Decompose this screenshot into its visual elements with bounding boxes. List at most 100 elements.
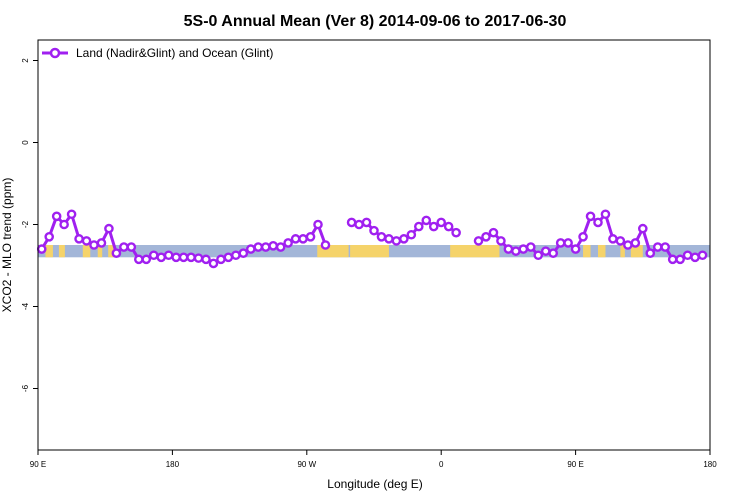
- x-tick-label-5: 180: [703, 460, 717, 469]
- data-point-0-1: [44, 231, 55, 242]
- data-point-0-28: [245, 244, 256, 254]
- y-tick-label-0: 2: [21, 58, 30, 63]
- data-point-2-20: [623, 240, 633, 250]
- data-point-0-23: [208, 258, 219, 269]
- data-point-2-2: [488, 227, 499, 238]
- data-point-0-16: [156, 252, 166, 263]
- data-point-0-15: [148, 250, 159, 261]
- data-point-2-5: [511, 246, 521, 256]
- data-point-2-4: [503, 244, 514, 254]
- data-point-2-15: [585, 211, 596, 222]
- data-point-0-30: [260, 242, 271, 252]
- x-tick-label-4: 90 E: [567, 460, 583, 469]
- data-point-0-31: [268, 241, 279, 251]
- data-point-2-11: [555, 238, 566, 248]
- data-point-0-14: [141, 254, 152, 265]
- land-band-8: [108, 245, 116, 258]
- chart-title: 5S-0 Annual Mean (Ver 8) 2014-09-06 to 2…: [184, 13, 567, 30]
- data-point-2-12: [563, 238, 573, 248]
- data-point-1-3: [369, 225, 379, 236]
- land-band-10: [598, 245, 606, 258]
- data-point-0-2: [51, 211, 62, 222]
- data-point-0-3: [59, 219, 69, 230]
- data-point-2-0: [473, 236, 484, 246]
- data-point-2-25: [660, 242, 671, 252]
- data-point-0-38: [320, 240, 331, 250]
- y-tick-label-4: -6: [21, 384, 30, 392]
- data-point-0-32: [275, 242, 286, 252]
- data-point-2-21: [630, 238, 641, 248]
- data-point-0-33: [283, 238, 293, 248]
- x-tick-label-1: 180: [166, 460, 180, 469]
- data-point-2-23: [645, 248, 656, 258]
- data-point-0-25: [223, 252, 234, 263]
- data-point-0-27: [238, 248, 249, 258]
- data-point-1-7: [399, 234, 409, 244]
- data-point-1-9: [413, 221, 424, 232]
- x-axis-label: Longitude (deg E): [327, 477, 422, 491]
- x-axis: 90 E 180 90 W 0 90 E 180: [30, 450, 717, 469]
- data-point-0-10: [111, 248, 122, 258]
- data-point-2-10: [548, 248, 559, 258]
- data-point-2-30: [697, 250, 708, 261]
- data-point-0-18: [171, 252, 181, 263]
- data-point-2-6: [518, 244, 529, 254]
- data-point-2-13: [570, 244, 581, 254]
- y-tick-label-3: -4: [21, 302, 30, 310]
- data-point-0-12: [126, 242, 137, 252]
- land-band-2: [350, 245, 389, 258]
- data-point-2-1: [481, 231, 491, 242]
- data-point-2-8: [533, 250, 544, 261]
- x-tick-label-0: 90 E: [30, 460, 46, 469]
- data-point-0-37: [313, 219, 323, 230]
- data-point-1-13: [443, 221, 454, 232]
- data-point-2-14: [578, 231, 588, 242]
- data-point-0-34: [290, 234, 301, 244]
- data-point-0-9: [104, 223, 114, 234]
- data-point-1-0: [346, 217, 357, 228]
- data-point-0-13: [133, 254, 144, 265]
- data-point-2-19: [615, 236, 626, 246]
- data-point-1-14: [451, 227, 461, 238]
- land-band-3: [450, 245, 500, 258]
- data-point-1-11: [428, 221, 439, 232]
- data-point-0-35: [298, 234, 308, 244]
- data-point-2-16: [593, 217, 603, 228]
- data-point-2-7: [526, 242, 536, 252]
- data-point-2-22: [638, 223, 648, 234]
- data-point-2-17: [600, 209, 611, 220]
- data-point-0-4: [66, 209, 77, 220]
- data-point-0-26: [231, 250, 241, 261]
- data-point-1-6: [391, 236, 402, 246]
- data-point-1-1: [354, 219, 364, 230]
- data-point-0-21: [193, 253, 204, 263]
- data-point-0-6: [81, 236, 92, 246]
- data-point-0-36: [305, 231, 316, 242]
- land-band-12: [630, 245, 643, 258]
- data-point-1-4: [376, 231, 387, 242]
- land-band-5: [58, 245, 65, 258]
- data-point-0-29: [253, 242, 264, 252]
- legend-marker: [49, 47, 61, 59]
- data-point-1-12: [436, 217, 447, 228]
- data-point-2-27: [675, 254, 685, 265]
- land-band-4: [45, 245, 53, 258]
- data-point-1-8: [406, 229, 417, 240]
- data-point-0-11: [119, 242, 129, 252]
- y-axis-label: XCO2 - MLO trend (ppm): [0, 178, 14, 313]
- plot-frame: [37, 39, 711, 451]
- x-tick-label-2: 90 W: [297, 460, 316, 469]
- data-point-0-0: [36, 244, 47, 254]
- data-point-0-17: [163, 250, 174, 261]
- data-point-2-29: [690, 252, 700, 263]
- y-tick-label-2: -2: [21, 220, 30, 228]
- data-point-0-7: [89, 240, 99, 250]
- data-point-1-2: [361, 217, 372, 228]
- land-band-11: [620, 245, 625, 258]
- data-point-0-19: [178, 252, 189, 263]
- x-tick-label-3: 0: [439, 460, 444, 469]
- legend-entry-label: Land (Nadir&Glint) and Ocean (Glint): [76, 46, 273, 60]
- data-point-0-22: [201, 254, 211, 265]
- data-point-0-20: [186, 252, 196, 263]
